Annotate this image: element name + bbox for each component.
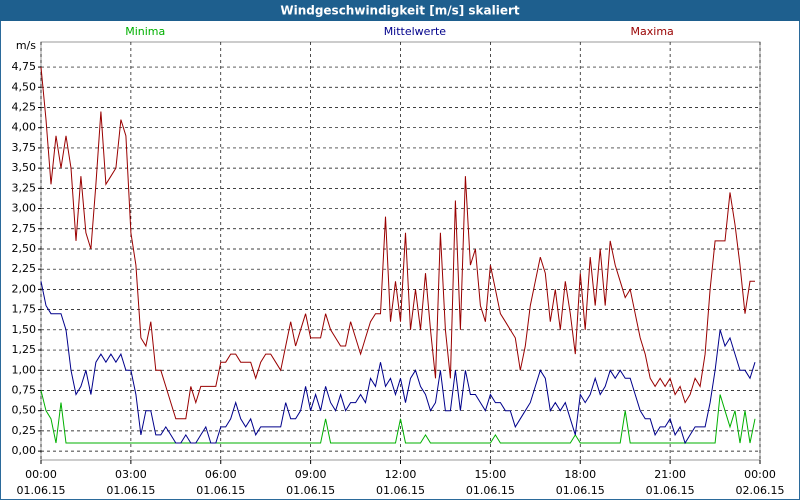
legend-label: Mittelwerte xyxy=(384,25,447,38)
x-tick-date: 01.06.15 xyxy=(17,484,66,497)
x-tick-date: 01.06.15 xyxy=(466,484,515,497)
x-tick-date: 01.06.15 xyxy=(376,484,425,497)
chart-title: Windgeschwindigkeit [m/s] skaliert xyxy=(280,4,520,18)
data-line xyxy=(40,390,756,444)
x-tick-label: 03:00 xyxy=(115,468,147,481)
y-tick-label: 4,75 xyxy=(12,60,37,73)
y-tick-label: 4,50 xyxy=(12,80,37,93)
y-tick-label: 1,75 xyxy=(12,303,37,316)
y-axis-label: m/s xyxy=(16,39,36,52)
y-tick-label: 4,25 xyxy=(12,100,37,113)
y-tick-label: 4,00 xyxy=(12,121,37,134)
x-tick-date: 01.06.15 xyxy=(286,484,335,497)
y-tick-label: 2,50 xyxy=(12,242,37,255)
y-tick-label: 3,00 xyxy=(12,202,37,215)
x-tick-label: 00:00 xyxy=(744,468,776,481)
x-tick-date: 01.06.15 xyxy=(646,484,695,497)
x-tick-date: 01.06.15 xyxy=(556,484,605,497)
x-tick-label: 00:00 xyxy=(25,468,57,481)
x-tick-label: 18:00 xyxy=(564,468,596,481)
y-tick-label: 0,50 xyxy=(12,404,37,417)
x-tick-label: 06:00 xyxy=(205,468,237,481)
y-tick-label: 0,75 xyxy=(12,383,37,396)
x-tick-label: 09:00 xyxy=(295,468,327,481)
legend-label: Maxima xyxy=(631,25,674,38)
data-line xyxy=(40,281,756,445)
y-tick-label: 0,25 xyxy=(12,424,37,437)
y-tick-label: 1,00 xyxy=(12,363,37,376)
y-tick-label: 1,50 xyxy=(12,323,37,336)
x-tick-label: 15:00 xyxy=(475,468,507,481)
y-tick-label: 1,25 xyxy=(12,343,37,356)
y-tick-label: 3,25 xyxy=(12,181,37,194)
y-tick-label: 3,50 xyxy=(12,161,37,174)
y-tick-label: 2,75 xyxy=(12,222,37,235)
x-tick-date: 02.06.15 xyxy=(736,484,785,497)
x-tick-date: 01.06.15 xyxy=(106,484,155,497)
x-tick-date: 01.06.15 xyxy=(196,484,245,497)
data-line xyxy=(40,67,755,420)
y-tick-label: 3,75 xyxy=(12,141,37,154)
legend-label: Minima xyxy=(125,25,165,38)
y-tick-label: 2,25 xyxy=(12,262,37,275)
y-tick-label: 2,00 xyxy=(12,282,37,295)
x-tick-label: 12:00 xyxy=(385,468,417,481)
title-bar xyxy=(0,0,800,21)
y-tick-label: 0,00 xyxy=(12,444,37,457)
x-tick-label: 21:00 xyxy=(654,468,686,481)
